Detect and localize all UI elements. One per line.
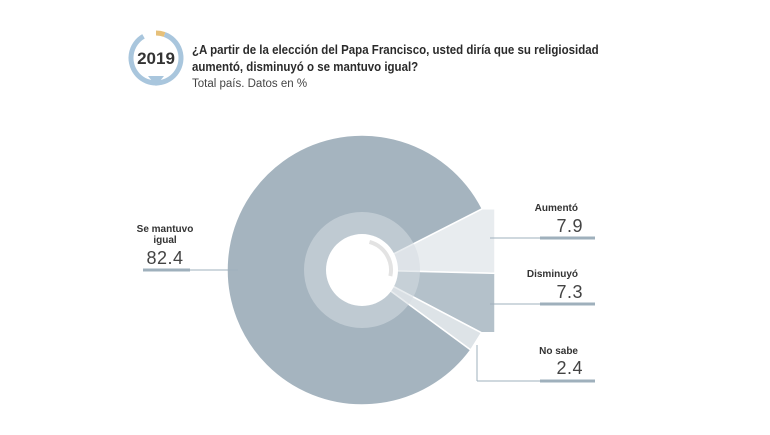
value-se-mantuvo-igual: 82.4 [146,248,183,268]
chart-subtitle: Total país. Datos en % [192,78,308,90]
label-disminuyo: Disminuyó [527,269,578,280]
value-aumento: 7.9 [556,216,583,236]
label-no-sabe: No sabe [539,346,578,357]
center-arc [368,240,393,277]
center-hole [326,234,398,306]
chart-title: ¿A partir de la elección del Papa Franci… [192,43,599,74]
label-aumento: Aumentó [535,203,578,214]
label-se-mantuvo-igual-line2: igual [153,235,177,246]
value-no-sabe: 2.4 [556,358,583,378]
chart-header: ¿A partir de la elección del Papa Franci… [192,42,612,90]
value-disminuyo: 7.3 [556,282,583,302]
leader-lines [143,236,595,383]
year-badge: 2019 [128,30,184,86]
year-label: 2019 [137,49,175,68]
pie-hole [304,212,420,328]
label-se-mantuvo-igual-line1: Se mantuvo [137,224,194,235]
